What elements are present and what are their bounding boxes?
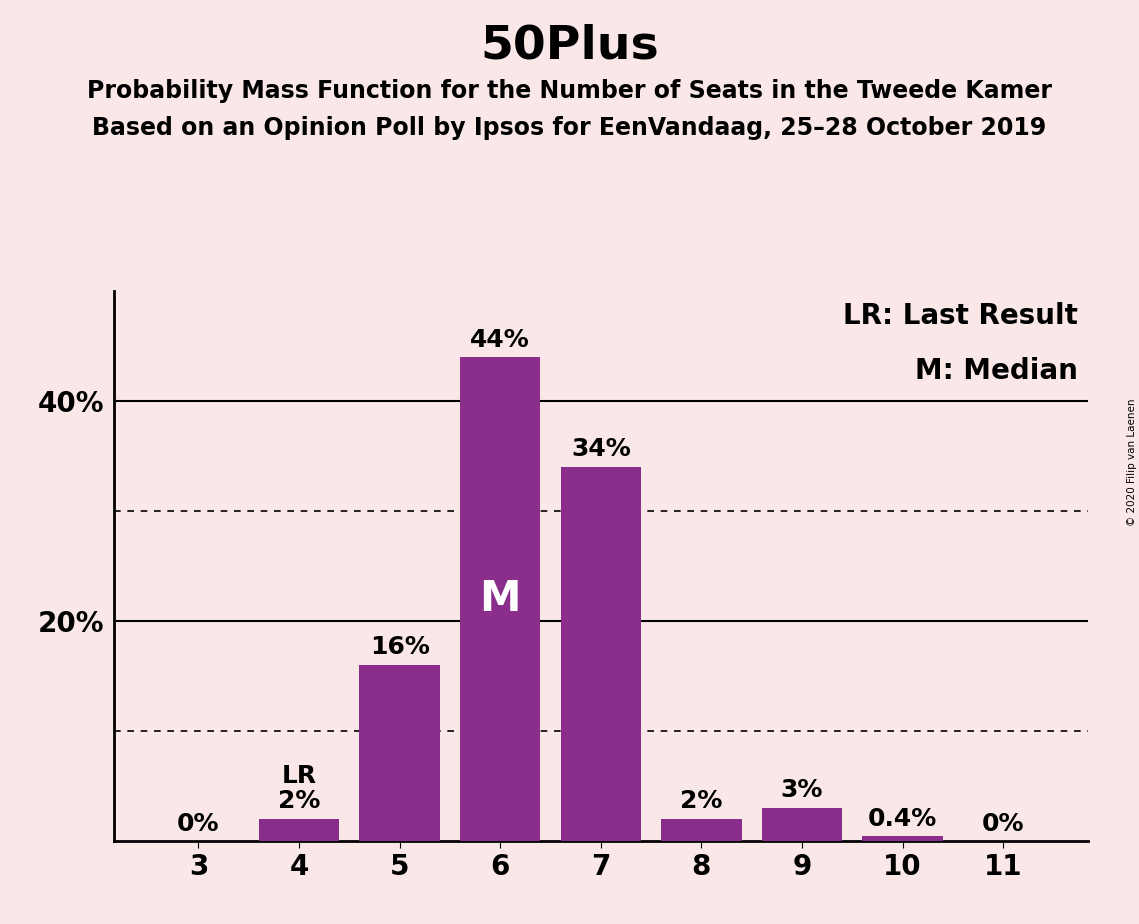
Text: 16%: 16% [370,636,429,660]
Bar [862,836,943,841]
Text: 2%: 2% [278,789,320,813]
Bar [460,357,541,841]
Text: © 2020 Filip van Laenen: © 2020 Filip van Laenen [1126,398,1137,526]
Bar [360,665,440,841]
Bar [762,808,842,841]
Text: 44%: 44% [470,327,530,351]
Text: LR: LR [281,764,317,788]
Text: 34%: 34% [571,437,631,461]
Text: LR: Last Result: LR: Last Result [843,302,1077,330]
Text: 0.4%: 0.4% [868,807,937,831]
Text: Based on an Opinion Poll by Ipsos for EenVandaag, 25–28 October 2019: Based on an Opinion Poll by Ipsos for Ee… [92,116,1047,140]
Text: Probability Mass Function for the Number of Seats in the Tweede Kamer: Probability Mass Function for the Number… [87,79,1052,103]
Bar [661,819,741,841]
Text: 0%: 0% [178,812,220,836]
Bar [560,467,641,841]
Text: 3%: 3% [781,778,823,802]
Text: M: M [480,578,521,620]
Text: 2%: 2% [680,789,722,813]
Text: 50Plus: 50Plus [481,23,658,68]
Bar [259,819,339,841]
Text: 0%: 0% [982,812,1024,836]
Text: M: Median: M: Median [915,357,1077,385]
